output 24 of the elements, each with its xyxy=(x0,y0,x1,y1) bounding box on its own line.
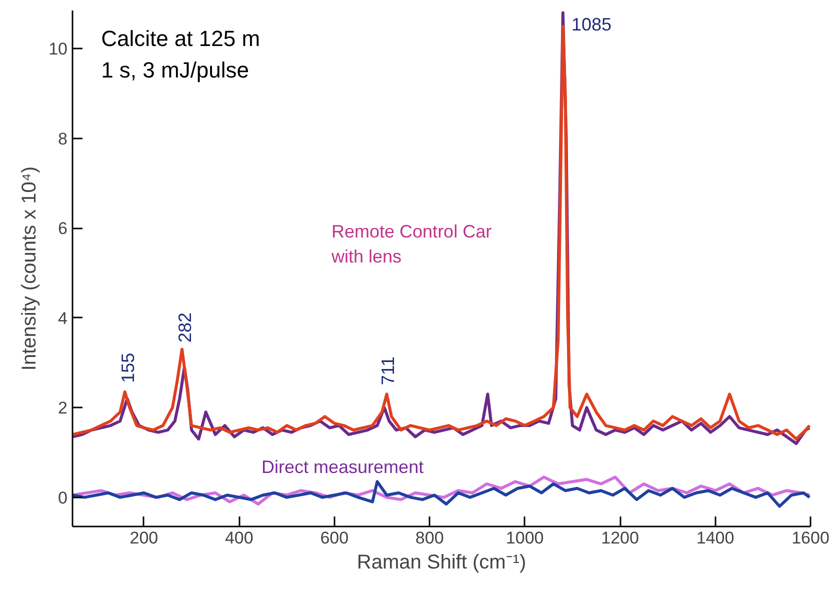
annotation: 1085 xyxy=(571,14,612,34)
annotation: Direct measurement xyxy=(262,456,424,477)
x-tick-label: 600 xyxy=(320,528,349,548)
y-tick-label: 6 xyxy=(58,219,68,238)
y-tick-label: 0 xyxy=(58,488,68,508)
line-series xyxy=(72,480,810,508)
x-tick-label: 200 xyxy=(130,528,158,548)
annotation: 282 xyxy=(174,312,195,343)
x-tick-label: 1600 xyxy=(792,528,830,548)
x-axis-title: Raman Shift (cm⁻¹) xyxy=(356,552,526,574)
y-tick-label: 8 xyxy=(58,129,68,148)
x-tick-label: 1400 xyxy=(696,528,734,548)
annotation: 155 xyxy=(118,352,138,383)
annotation: Remote Control Car with lens xyxy=(330,221,492,266)
y-axis-title: Intensity (counts x 10⁴) xyxy=(18,166,41,371)
x-tick-label: 1200 xyxy=(601,528,639,548)
y-tick-label: 4 xyxy=(58,308,68,328)
x-tick-label: 1000 xyxy=(506,528,544,548)
x-tick-label: 400 xyxy=(224,528,254,548)
annotation: Calcite at 125 m 1 s, 3 mJ/pulse xyxy=(101,26,260,82)
annotation: 711 xyxy=(378,356,398,386)
x-tick-label: 800 xyxy=(415,528,444,548)
y-tick-label: 10 xyxy=(48,40,68,59)
y-tick-label: 2 xyxy=(58,398,68,418)
